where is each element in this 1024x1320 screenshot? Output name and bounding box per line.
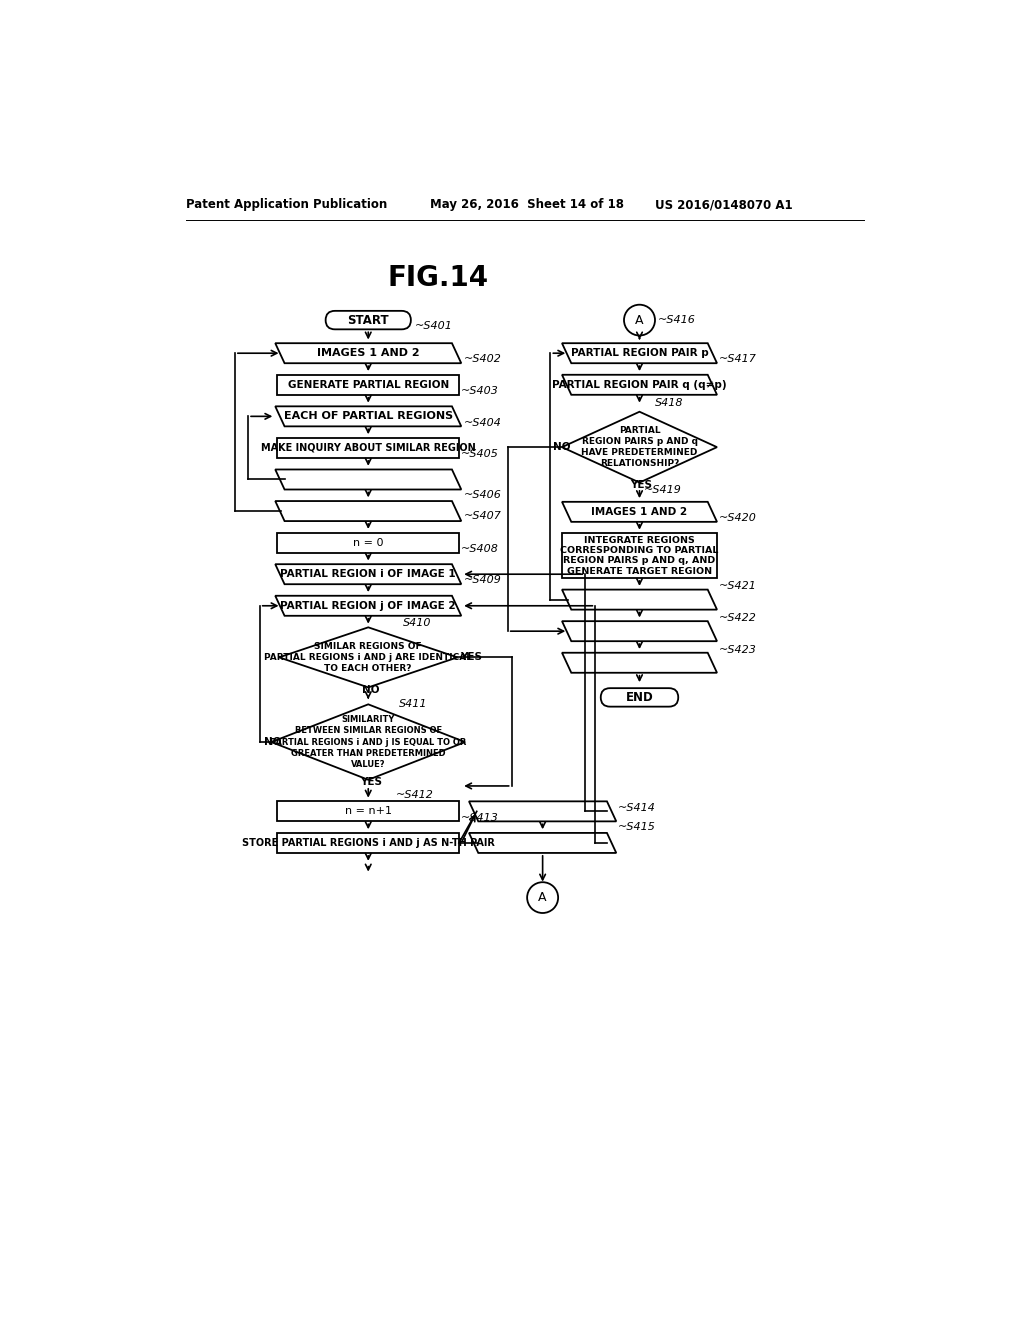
- Text: ~S404: ~S404: [464, 417, 502, 428]
- Text: S418: S418: [655, 399, 683, 408]
- Text: A: A: [635, 314, 644, 326]
- Text: US 2016/0148070 A1: US 2016/0148070 A1: [655, 198, 793, 211]
- Bar: [278, 533, 460, 553]
- Text: ~S420: ~S420: [719, 513, 757, 523]
- Text: May 26, 2016  Sheet 14 of 18: May 26, 2016 Sheet 14 of 18: [430, 198, 625, 211]
- Bar: [278, 375, 460, 395]
- Text: ~S403: ~S403: [461, 385, 499, 396]
- Text: EACH OF PARTIAL REGIONS: EACH OF PARTIAL REGIONS: [284, 412, 453, 421]
- Text: A: A: [539, 891, 547, 904]
- Text: STORE PARTIAL REGIONS i AND j AS N-TH PAIR: STORE PARTIAL REGIONS i AND j AS N-TH PA…: [242, 838, 495, 847]
- Text: ~S413: ~S413: [461, 813, 499, 822]
- Text: IMAGES 1 AND 2: IMAGES 1 AND 2: [592, 507, 687, 517]
- Text: END: END: [626, 690, 653, 704]
- Text: ~S421: ~S421: [719, 581, 757, 591]
- Bar: [278, 833, 460, 853]
- Text: IMAGES 1 AND 2: IMAGES 1 AND 2: [317, 348, 420, 358]
- Text: YES: YES: [360, 777, 383, 787]
- Text: NO: NO: [263, 737, 282, 747]
- Text: ~S406: ~S406: [464, 490, 502, 500]
- Text: ~S409: ~S409: [464, 576, 502, 585]
- Text: NO: NO: [553, 442, 570, 453]
- Text: PARTIAL REGION i OF IMAGE 1: PARTIAL REGION i OF IMAGE 1: [281, 569, 456, 579]
- Text: START: START: [347, 314, 389, 326]
- Text: SIMILARITY
BETWEEN SIMILAR REGIONS OF
PARTIAL REGIONS i AND j IS EQUAL TO OR
GRE: SIMILARITY BETWEEN SIMILAR REGIONS OF PA…: [270, 715, 467, 768]
- Text: ~S405: ~S405: [461, 449, 499, 459]
- Text: n = 0: n = 0: [353, 537, 384, 548]
- Bar: [278, 438, 460, 458]
- Text: ~S412: ~S412: [395, 791, 433, 800]
- Text: n = n+1: n = n+1: [345, 807, 392, 816]
- Text: PARTIAL REGION PAIR q (q≠p): PARTIAL REGION PAIR q (q≠p): [552, 380, 727, 389]
- Text: ~S423: ~S423: [719, 644, 757, 655]
- Text: S410: S410: [403, 618, 432, 628]
- Text: ~S415: ~S415: [617, 822, 655, 832]
- Bar: [278, 801, 460, 821]
- Text: FIG.14: FIG.14: [387, 264, 488, 292]
- Text: YES: YES: [460, 652, 481, 663]
- Text: MAKE INQUIRY ABOUT SIMILAR REGION: MAKE INQUIRY ABOUT SIMILAR REGION: [261, 444, 475, 453]
- Text: ~S402: ~S402: [464, 354, 502, 364]
- Text: ~S414: ~S414: [617, 803, 655, 813]
- Text: PARTIAL REGION PAIR p: PARTIAL REGION PAIR p: [570, 348, 709, 358]
- Bar: [562, 533, 717, 578]
- Text: ~S407: ~S407: [464, 511, 502, 521]
- Text: PARTIAL
REGION PAIRS p AND q
HAVE PREDETERMINED
RELATIONSHIP?: PARTIAL REGION PAIRS p AND q HAVE PREDET…: [582, 426, 697, 469]
- Text: ~S422: ~S422: [719, 612, 757, 623]
- Text: INTEGRATE REGIONS
CORRESPONDING TO PARTIAL
REGION PAIRS p AND q, AND
GENERATE TA: INTEGRATE REGIONS CORRESPONDING TO PARTI…: [560, 536, 719, 576]
- Text: PARTIAL REGION j OF IMAGE 2: PARTIAL REGION j OF IMAGE 2: [281, 601, 456, 611]
- Text: GENERATE PARTIAL REGION: GENERATE PARTIAL REGION: [288, 380, 449, 389]
- Text: ~S401: ~S401: [415, 321, 453, 331]
- Text: S411: S411: [399, 698, 428, 709]
- Text: ~S416: ~S416: [657, 315, 695, 325]
- Text: ~S419: ~S419: [643, 486, 681, 495]
- Text: Patent Application Publication: Patent Application Publication: [186, 198, 387, 211]
- Text: YES: YES: [630, 480, 652, 490]
- Text: NO: NO: [362, 685, 380, 694]
- Text: ~S417: ~S417: [719, 354, 757, 364]
- Text: ~S408: ~S408: [461, 544, 499, 554]
- Text: SIMILAR REGIONS OF
PARTIAL REGIONS i AND j ARE IDENTICAL
TO EACH OTHER?: SIMILAR REGIONS OF PARTIAL REGIONS i AND…: [264, 642, 472, 673]
